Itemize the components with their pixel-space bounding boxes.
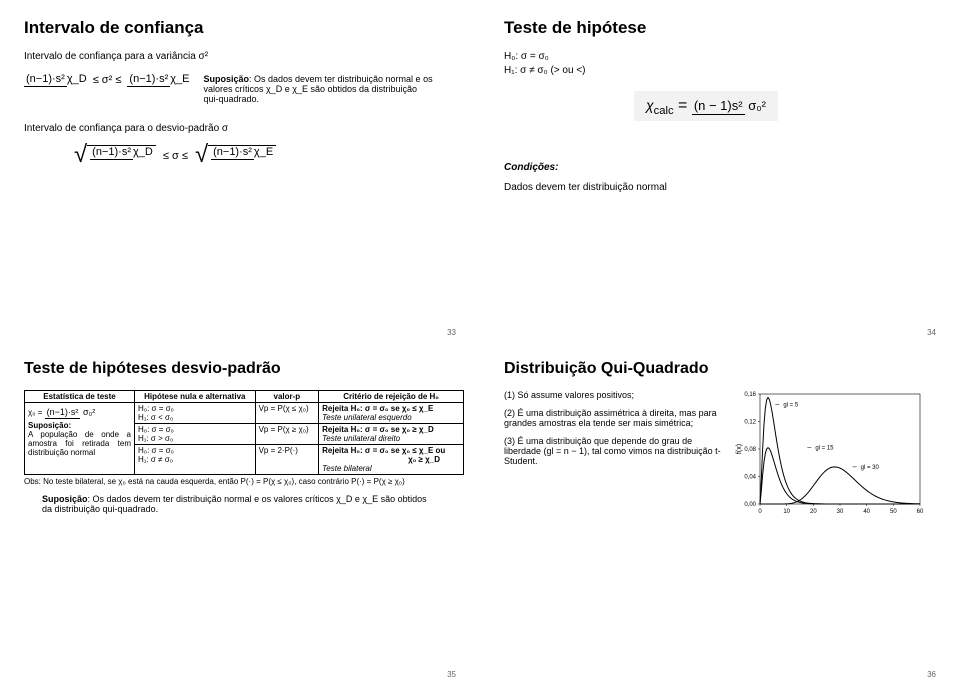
table-row: χ₀ = (n−1)·s² σ₀² Suposição: A população… [25, 403, 464, 424]
point-2: (2) É uma distribuição assimétrica à dir… [504, 408, 724, 428]
svg-text:60: 60 [917, 509, 924, 515]
point-1: (1) Só assume valores positivos; [504, 390, 724, 400]
title: Intervalo de confiança [24, 18, 456, 38]
title: Teste de hipóteses desvio-padrão [24, 360, 456, 378]
svg-text:0,16: 0,16 [744, 392, 756, 398]
ci-stddev-formula: √ (n−1)·s²χ_D ≤ σ ≤ √ (n−1)·s²χ_E [74, 145, 456, 162]
page-number: 33 [447, 328, 456, 337]
svg-text:20: 20 [810, 509, 817, 515]
obs-note: Obs: No teste bilateral, se χ₀ está na c… [24, 477, 456, 486]
svg-text:gl = 15: gl = 15 [815, 446, 834, 452]
chi-calc-formula: χcalc = (n − 1)s² σ₀² [634, 91, 778, 121]
slide-confidence-interval: Intervalo de confiança Intervalo de conf… [0, 0, 480, 342]
hypothesis-table: Estatística de teste Hipótese nula e alt… [24, 390, 464, 475]
footer-assumption: Suposição: Os dados devem ter distribuiç… [42, 494, 438, 514]
page-number: 35 [447, 670, 456, 679]
chi-square-chart: 0,16 0,12 0,08 0,04 0,000 10 20 30 40 50 60 f(x) gl … [734, 390, 924, 520]
title: Teste de hipótese [504, 18, 936, 38]
conditions-text: Dados devem ter distribuição normal [504, 181, 936, 195]
page-number: 34 [927, 328, 936, 337]
page-number: 36 [927, 670, 936, 679]
slide-hypothesis-stddev: Teste de hipóteses desvio-padrão Estatís… [0, 342, 480, 684]
slide-chi-square-dist: Distribuição Qui-Quadrado (1) Só assume … [480, 342, 960, 684]
title: Distribuição Qui-Quadrado [504, 360, 936, 378]
svg-text:0: 0 [758, 509, 762, 515]
svg-text:40: 40 [863, 509, 870, 515]
slide-hypothesis-test: Teste de hipótese H₀: σ = σ₀ H₁: σ ≠ σ₀ … [480, 0, 960, 342]
svg-text:f(x): f(x) [736, 444, 743, 454]
point-3: (3) É uma distribuição que depende do gr… [504, 436, 724, 466]
svg-text:0,12: 0,12 [744, 420, 756, 426]
svg-text:10: 10 [783, 509, 790, 515]
assumption-text: Suposição: Os dados devem ter distribuiç… [203, 74, 433, 104]
svg-text:gl = 5: gl = 5 [783, 402, 799, 408]
ci-variance-intro: Intervalo de confiança para a variância … [24, 50, 456, 64]
svg-text:0,08: 0,08 [744, 447, 756, 453]
svg-text:0,04: 0,04 [744, 475, 756, 481]
h0: H₀: σ = σ₀ [504, 50, 936, 64]
svg-text:30: 30 [837, 509, 844, 515]
h1: H₁: σ ≠ σ₀ (> ou <) [504, 64, 936, 78]
svg-text:0,00: 0,00 [744, 502, 756, 508]
svg-text:gl = 30: gl = 30 [861, 465, 880, 471]
ci-stddev-intro: Intervalo de confiança para o desvio-pad… [24, 122, 456, 136]
svg-text:50: 50 [890, 509, 897, 515]
conditions-label: Condições: [504, 161, 936, 175]
ci-variance-formula: (n−1)·s²χ_D ≤ σ² ≤ (n−1)·s²χ_E [24, 74, 189, 86]
